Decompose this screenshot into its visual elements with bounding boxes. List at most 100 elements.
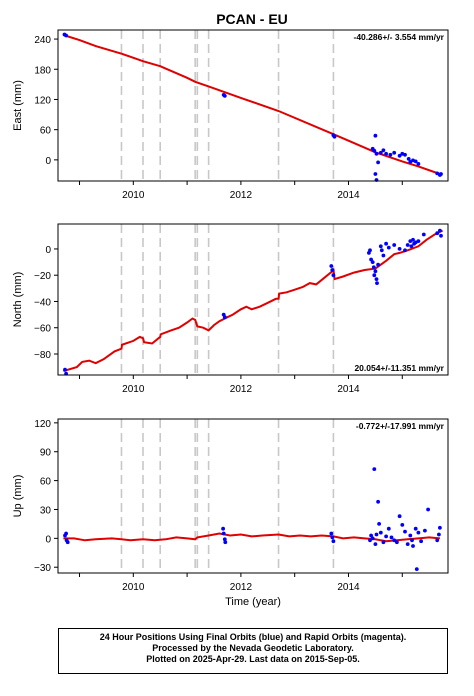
data-point: [421, 232, 426, 237]
y-tick-label: 120: [34, 419, 51, 430]
data-point: [419, 539, 423, 544]
data-point: [386, 526, 391, 531]
data-point: [63, 367, 67, 372]
data-point: [368, 248, 372, 253]
x-tick-label: 2012: [230, 582, 253, 593]
data-point: [388, 152, 393, 157]
data-point: [222, 315, 227, 320]
data-point: [223, 540, 228, 545]
data-point: [222, 94, 227, 98]
data-point: [330, 535, 335, 540]
data-point: [435, 231, 440, 236]
data-point: [65, 540, 70, 545]
x-tick-label: 2014: [337, 582, 360, 593]
data-point: [397, 153, 402, 158]
footer-line-processor: Processed by the Nevada Geodetic Laborat…: [152, 643, 354, 653]
y-tick-label: −20: [34, 271, 51, 282]
footer-note-box: 24 Hour Positions Using Final Orbits (bl…: [58, 628, 448, 674]
y-axis-label-up: Up (mm): [12, 475, 24, 518]
data-point: [392, 538, 397, 543]
data-point: [403, 529, 407, 534]
data-point: [384, 534, 388, 539]
data-point: [373, 269, 378, 274]
panel-east: 240 180 120 60 0 2010 2012 2014 East (mm) -40.286…: [12, 29, 449, 201]
data-point: [439, 172, 443, 176]
data-point: [413, 526, 418, 531]
data-point: [368, 538, 372, 543]
y-tick-label: 0: [45, 156, 51, 167]
y-axis-label-east: East (mm): [12, 80, 24, 131]
data-point: [397, 514, 402, 519]
y-tick-label: 60: [40, 477, 52, 488]
data-point: [221, 531, 226, 536]
data-point: [376, 262, 380, 267]
plot-frame-east: [57, 29, 449, 182]
data-point: [373, 542, 378, 546]
x-tick-label: 2014: [337, 384, 360, 395]
y-tick-label: −40: [34, 297, 51, 308]
y-tick-label: 180: [34, 65, 51, 76]
data-point: [371, 265, 376, 270]
data-point: [410, 538, 414, 543]
x-tick-label: 2010: [122, 384, 145, 395]
data-point: [329, 531, 334, 536]
data-point: [438, 228, 442, 233]
data-point: [373, 172, 378, 176]
y-tick-label: 240: [34, 35, 51, 46]
data-point: [439, 233, 443, 238]
data-point: [384, 241, 388, 246]
y-tick-label: 120: [34, 95, 51, 106]
data-point: [406, 157, 411, 161]
y-tick-label: −30: [34, 563, 51, 574]
data-point: [369, 533, 373, 538]
y-tick-label: −60: [34, 324, 51, 335]
data-point: [378, 530, 383, 535]
data-point: [400, 523, 405, 527]
y-tick-label: 0: [45, 534, 51, 545]
data-point: [381, 253, 386, 258]
data-point: [386, 245, 391, 250]
data-point: [389, 535, 394, 540]
data-point: [395, 540, 399, 545]
data-point: [414, 567, 419, 571]
x-tick-label: 2012: [230, 384, 253, 395]
plot-frame-north: [57, 223, 449, 376]
data-point: [372, 467, 377, 471]
data-point: [378, 150, 383, 155]
data-point: [329, 264, 334, 268]
model-curve-up: [63, 532, 440, 543]
data-point: [374, 277, 379, 281]
data-point: [331, 539, 336, 544]
model-curve-east: [63, 34, 441, 175]
velocity-label-north: 20.054+/-11.351 mm/yr: [354, 363, 444, 373]
data-point: [426, 507, 430, 512]
panel-north: 0 −20 −40 −60 −80 2010 2012 2014 North (mm) 20.05…: [12, 223, 449, 395]
data-point: [377, 522, 381, 526]
data-point: [332, 134, 337, 139]
data-point: [376, 499, 380, 504]
data-point: [64, 33, 68, 38]
x-tick-label: 2010: [122, 582, 145, 593]
y-tick-label: 30: [40, 505, 52, 516]
y-axis-label-north: North (mm): [12, 272, 24, 328]
data-point: [221, 526, 226, 531]
data-point: [222, 537, 227, 542]
data-point: [330, 268, 335, 272]
x-tick-label: 2010: [122, 190, 145, 201]
data-point: [403, 152, 407, 157]
gps-time-series-chart: PCAN - EU 240 180 120 60 0 2010 2012 2014 East (…: [12, 11, 449, 608]
data-point: [64, 531, 68, 536]
data-point: [413, 159, 418, 164]
data-point: [416, 530, 421, 535]
data-point: [408, 533, 413, 538]
footer-line-orbits: 24 Hour Positions Using Final Orbits (bl…: [99, 632, 407, 642]
velocity-label-east: -40.286+/- 3.554 mm/yr: [354, 32, 445, 42]
data-point: [403, 248, 407, 253]
y-tick-label: −80: [34, 350, 51, 361]
data-point: [374, 151, 379, 156]
data-point: [376, 160, 380, 165]
y-tick-label: 90: [40, 448, 52, 459]
panel-up: 120 90 60 30 0 −30 2010 2012 2014 Up (mm) -0.772+/…: [12, 418, 449, 593]
data-point: [405, 542, 410, 546]
data-point: [438, 525, 442, 530]
